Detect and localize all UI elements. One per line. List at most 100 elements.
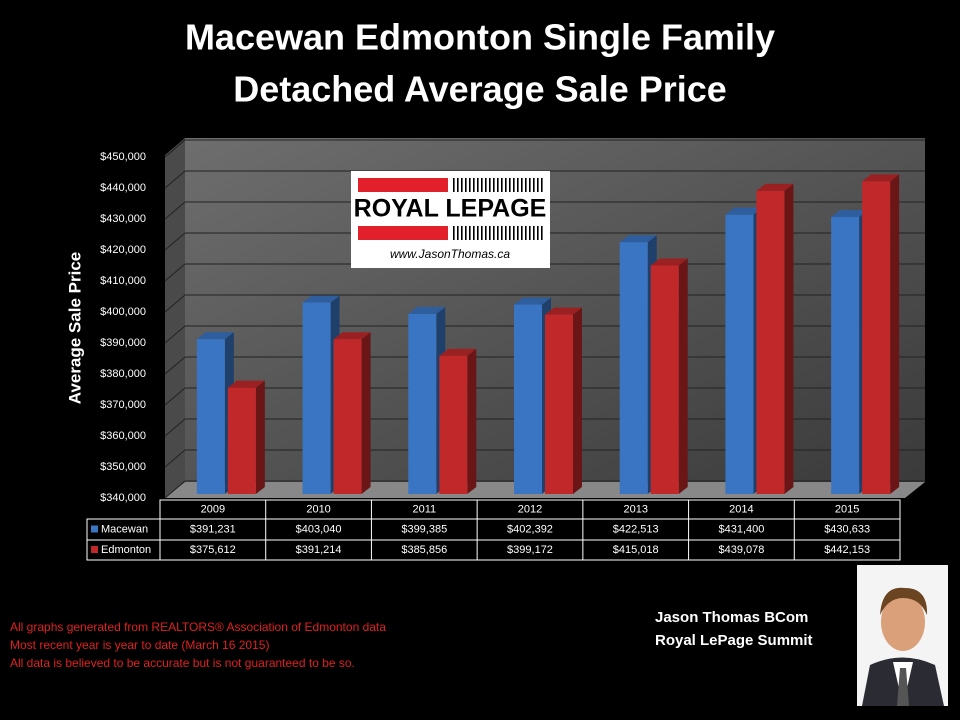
logo-url: www.JasonThomas.ca	[390, 247, 510, 261]
data-label: $385,856	[401, 544, 447, 556]
legend-label: Edmonton	[101, 544, 151, 556]
chart-subtitle: Detached Average Sale Price	[233, 69, 727, 110]
grid-line	[164, 201, 186, 220]
logo-barcode	[485, 226, 487, 240]
logo-barcode	[533, 178, 535, 192]
y-tick-label: $450,000	[100, 151, 146, 163]
bar	[227, 380, 265, 494]
logo-barcode	[517, 226, 519, 240]
logo-barcode	[481, 226, 483, 240]
logo-barcode	[493, 178, 495, 192]
grid-line	[164, 387, 186, 406]
logo-barcode	[465, 178, 467, 192]
logo-barcode	[509, 226, 511, 240]
bar-top	[831, 210, 869, 218]
photo-face	[881, 593, 925, 651]
x-tick-label: 2014	[729, 503, 753, 515]
logo-barcode	[477, 226, 479, 240]
legend-label: Macewan	[101, 523, 148, 535]
data-label: $442,153	[824, 544, 870, 556]
logo: ROYAL LEPAGE www.JasonThomas.ca	[351, 171, 550, 268]
y-tick-label: $350,000	[100, 461, 146, 473]
x-tick-label: 2009	[201, 503, 225, 515]
logo-barcode	[453, 178, 455, 192]
y-axis-label: Average Sale Price	[65, 252, 84, 404]
logo-barcode	[533, 226, 535, 240]
y-tick-label: $410,000	[100, 275, 146, 287]
logo-barcode	[497, 226, 499, 240]
x-tick-label: 2015	[835, 503, 859, 515]
footnote: All data is believed to be accurate but …	[10, 656, 355, 670]
data-label: $430,633	[824, 523, 870, 535]
grid-line	[164, 232, 186, 251]
author-company: Royal LePage Summit	[655, 632, 813, 649]
grid-line	[164, 418, 186, 437]
photo-hair	[880, 587, 928, 615]
data-label: $399,172	[507, 544, 553, 556]
y-tick-label: $340,000	[100, 492, 146, 504]
y-tick-label: $400,000	[100, 306, 146, 318]
logo-barcode	[469, 178, 471, 192]
bar	[756, 183, 794, 494]
x-tick-label: 2011	[412, 503, 436, 515]
bar-side	[678, 258, 688, 494]
logo-barcode	[453, 226, 455, 240]
grid-line	[164, 480, 186, 499]
logo-barcode	[469, 226, 471, 240]
logo-barcode	[521, 226, 523, 240]
data-label: $375,612	[190, 544, 236, 556]
logo-barcode	[457, 226, 459, 240]
bar-front	[831, 217, 860, 494]
y-tick-label: $420,000	[100, 244, 146, 256]
bar-side	[467, 348, 477, 494]
logo-barcode	[513, 226, 515, 240]
logo-barcode	[505, 226, 507, 240]
bar-top	[439, 348, 477, 356]
y-tick-label: $370,000	[100, 399, 146, 411]
bar-top	[650, 258, 688, 266]
bar-top	[862, 174, 900, 182]
logo-barcode	[529, 226, 531, 240]
bar	[545, 307, 582, 494]
logo-barcode	[509, 178, 511, 192]
bar-top	[756, 183, 794, 191]
data-label: $391,231	[190, 523, 236, 535]
x-tick-label: 2013	[623, 503, 647, 515]
grid-line	[164, 325, 186, 344]
bar-top	[545, 307, 582, 315]
logo-stripe	[358, 178, 448, 192]
logo-barcode	[461, 178, 463, 192]
bar	[333, 332, 371, 494]
side-wall	[165, 138, 185, 498]
grid-line	[164, 263, 186, 282]
logo-barcode	[457, 178, 459, 192]
bar-front	[439, 355, 468, 494]
logo-barcode	[481, 178, 483, 192]
logo-barcode	[537, 226, 539, 240]
grid-line	[164, 449, 186, 468]
bar-side	[784, 183, 794, 494]
y-tick-label: $380,000	[100, 368, 146, 380]
footnote: All graphs generated from REALTORS® Asso…	[10, 620, 386, 634]
logo-brand: ROYAL LEPAGE	[354, 195, 547, 223]
bar-front	[650, 265, 679, 494]
data-label: $399,385	[401, 523, 447, 535]
chart-title: Macewan Edmonton Single Family	[185, 17, 775, 58]
bar-side	[361, 332, 371, 494]
bar-side	[573, 307, 582, 494]
data-label: $431,400	[718, 523, 764, 535]
y-tick-label: $440,000	[100, 182, 146, 194]
logo-stripe	[358, 226, 448, 240]
bar-front	[862, 181, 891, 495]
logo-barcode	[521, 178, 523, 192]
logo-barcode	[513, 178, 515, 192]
logo-barcode	[477, 178, 479, 192]
grid-line	[164, 170, 186, 189]
grid-line	[164, 294, 186, 313]
bar-front	[514, 304, 542, 494]
data-label: $422,513	[613, 523, 659, 535]
logo-barcode	[501, 226, 503, 240]
logo-barcode	[517, 178, 519, 192]
legend-swatch	[91, 525, 98, 533]
